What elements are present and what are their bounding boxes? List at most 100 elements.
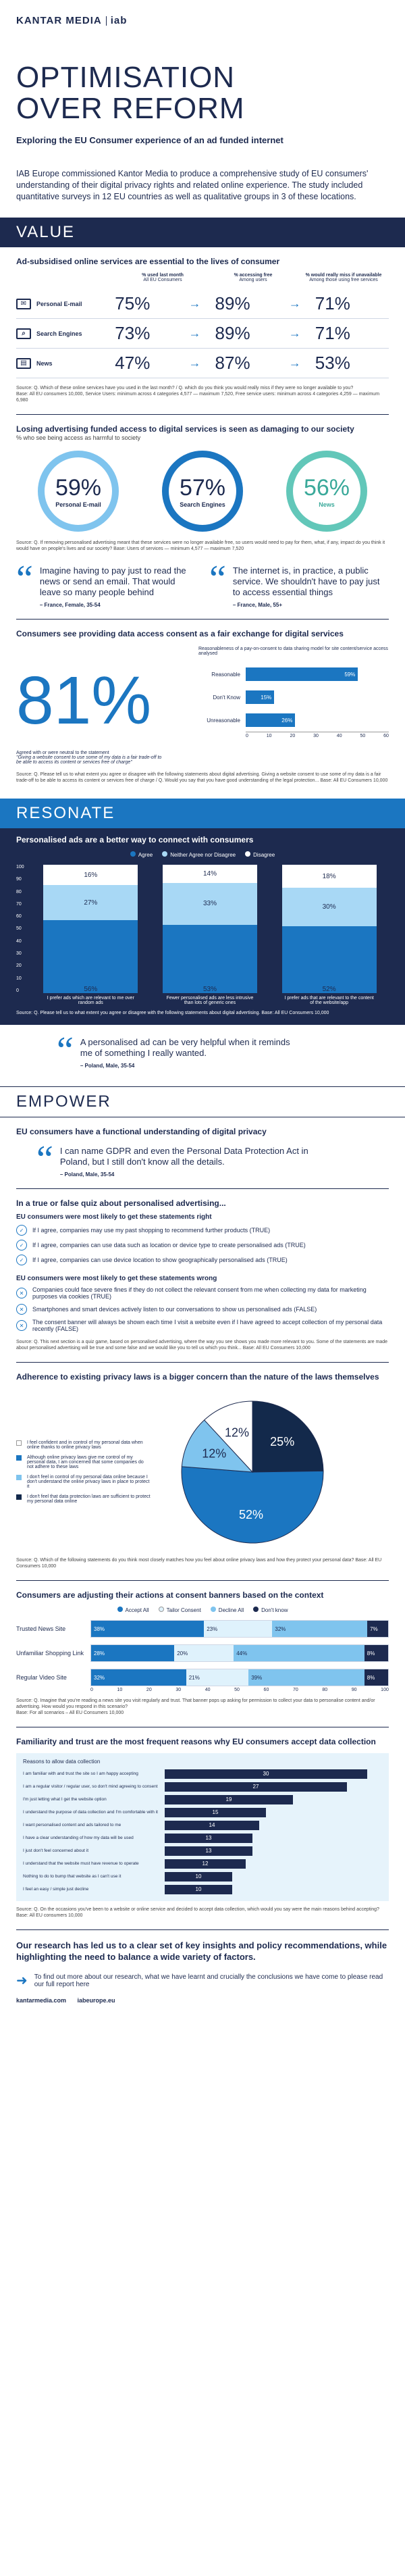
reason-row: Nothing to do to bump that website as I … xyxy=(23,1870,382,1883)
reason-label: Nothing to do to bump that website as I … xyxy=(23,1874,122,1879)
reason-label: I have a clear understanding of how my d… xyxy=(23,1836,134,1840)
stacked-bar: 16% 27% 56% xyxy=(43,865,138,993)
reason-row: I understand that the website must have … xyxy=(23,1857,382,1870)
cross-icon: ✕ xyxy=(16,1288,27,1298)
divider xyxy=(16,1362,389,1363)
kantar-link[interactable]: kantarmedia.com xyxy=(16,1997,67,2004)
reason-row: I have a clear understanding of how my d… xyxy=(23,1832,382,1844)
list-item: ✕ Companies could face severe fines if th… xyxy=(16,1286,389,1300)
adherence-heading: Adherence to existing privacy laws is a … xyxy=(16,1372,379,1382)
arrow-right-icon: → xyxy=(188,326,201,340)
divider xyxy=(16,1580,389,1581)
check-icon: ✓ xyxy=(16,1225,27,1236)
quote: “Imagine having to pay just to read the … xyxy=(16,558,186,608)
reason-bar: 10 xyxy=(165,1871,232,1882)
intro-text: IAB Europe commissioned Kantor Media to … xyxy=(16,169,369,201)
page-title: OPTIMISATION OVER REFORM xyxy=(16,61,245,125)
resonate-yaxis: 100 90 80 70 60 50 40 30 20 10 0 xyxy=(16,865,24,993)
quiz-right: EU consumers were most likely to get the… xyxy=(16,1213,389,1265)
arrow-right-icon: → xyxy=(288,356,301,370)
exchange-section: 81% Agreed with or were neutral to the s… xyxy=(16,647,389,765)
exchange-bar-chart: Reasonableness of a pay-on-consent to da… xyxy=(198,647,389,765)
quiz-title: In a true or false quiz about personalis… xyxy=(16,1198,226,1208)
reason-bar: 13 xyxy=(165,1833,252,1843)
empower-band: EMPOWER xyxy=(0,1086,405,1117)
reason-bar: 27 xyxy=(165,1782,347,1792)
reason-row: I feel an easy / simple just decline 10 xyxy=(23,1883,382,1896)
exchange-quote: "Giving a website consent to use some of… xyxy=(16,755,162,765)
exchange-heading: Consumers see providing data access cons… xyxy=(16,629,344,638)
stacked-bar: 14% 33% 53% xyxy=(162,865,257,993)
table-row: ✉ Personal E-mail 75% → 89% → 71% xyxy=(16,289,389,319)
reason-bar: 13 xyxy=(165,1846,252,1856)
empower-source: Source: Q. This next section is a quiz g… xyxy=(16,1340,388,1350)
quiz-wrong: EU consumers were most likely to get the… xyxy=(16,1275,389,1332)
consent-row: Unfamiliar Shopping Link 28% 20% 44% 8% xyxy=(0,1644,405,1662)
adherence-pie-chart: 25% 52% 12% 12% xyxy=(181,1400,324,1544)
losing-sub: % who see being access as harmful to soc… xyxy=(16,434,141,441)
list-item: ✓ If I agree, companies can use device lo… xyxy=(16,1255,389,1265)
familiarity-source: Source: Q. On the occasions you've been … xyxy=(16,1907,379,1918)
closing-cta: ➜ To find out more about our research, w… xyxy=(16,1973,383,1989)
quote-icon: “ xyxy=(57,1030,74,1071)
reason-bar: 14 xyxy=(165,1820,259,1830)
resonate-heading: Personalised ads are a better way to con… xyxy=(16,835,254,844)
footer-links: kantarmedia.com iabeurope.eu xyxy=(0,1997,405,2004)
reason-bar: 12 xyxy=(165,1859,246,1869)
exchange-source: Source: Q. Please tell us to what extent… xyxy=(16,772,388,783)
circle-news: 56% News xyxy=(286,451,367,532)
circle-search: 57% Search Engines xyxy=(162,451,243,532)
check-icon: ✓ xyxy=(16,1255,27,1265)
familiarity-chart: I am familiar with and trust the site so… xyxy=(23,1767,382,1896)
losing-source: Source: Q. If removing personalised adve… xyxy=(16,540,385,551)
resonate-band: RESONATE xyxy=(0,799,405,828)
familiarity-panel: Reasons to allow data collection I am fa… xyxy=(16,1753,389,1901)
pie-label: 25% xyxy=(270,1435,294,1448)
arrow-right-icon: → xyxy=(188,297,201,310)
header: KANTAR MEDIA iab xyxy=(0,0,405,41)
reason-label: I am familiar with and trust the site so… xyxy=(23,1771,138,1776)
reason-row: I am a regular visitor / regular user, s… xyxy=(23,1780,382,1793)
value-base: Base: All EU consumers 10,000, Service U… xyxy=(16,392,380,403)
exchange-axis: 0 10 20 30 40 50 60 xyxy=(246,732,389,738)
list-item: ✓ If I agree, companies may use my past s… xyxy=(16,1225,389,1236)
empower-quote: “I can name GDPR and even the Personal D… xyxy=(36,1138,308,1180)
consent-base: Base: For all scenarios – All EU Consume… xyxy=(16,1711,124,1715)
reason-label: I'm just letting what I get the website … xyxy=(23,1797,107,1802)
kantar-logo: KANTAR MEDIA iab xyxy=(16,14,128,26)
envelope-icon: ✉ xyxy=(16,298,31,309)
table-row: ⌕ Search Engines 73% → 89% → 71% xyxy=(16,319,389,349)
iab-link[interactable]: iabeurope.eu xyxy=(77,1997,115,2004)
divider xyxy=(16,414,389,415)
consent-source: Source: Q. Imagine that you're reading a… xyxy=(16,1698,375,1709)
list-item: ✓ If I agree, companies can use data such… xyxy=(16,1240,389,1251)
reason-bar: 10 xyxy=(165,1884,232,1894)
table-row: ▤ News 47% → 87% → 53% xyxy=(16,349,389,378)
empower-heading: EU consumers have a functional understan… xyxy=(16,1127,267,1136)
arrow-right-icon: → xyxy=(288,326,301,340)
newspaper-icon: ▤ xyxy=(16,357,31,369)
reason-row: I'm just letting what I get the website … xyxy=(23,1793,382,1806)
pie-label: 52% xyxy=(239,1508,263,1521)
pie-slice xyxy=(181,1419,254,1473)
consent-legend: Accept All Tailor Consent Decline All Do… xyxy=(0,1607,405,1613)
adherence-section: I feel confident and in control of my pe… xyxy=(16,1391,389,1553)
reason-row: I am familiar with and trust the site so… xyxy=(23,1767,382,1780)
bar-row: Reasonable 59% xyxy=(198,663,389,686)
stacked-bar: 18% 30% 52% xyxy=(281,865,377,993)
value-heading: Ad-subsidised online services are essent… xyxy=(16,257,280,266)
resonate-xlabels: I prefer ads which are relevant to me ov… xyxy=(47,996,374,1005)
arrow-right-icon: → xyxy=(288,297,301,310)
bar-row: Don't Know 15% xyxy=(198,686,389,709)
quote: “The internet is, in practice, a public … xyxy=(209,558,380,608)
value-band: VALUE xyxy=(0,218,405,247)
pie-label: 12% xyxy=(225,1425,249,1439)
value-table-header: % used last month All EU Consumers % acce… xyxy=(142,273,382,282)
reason-label: I feel an easy / simple just decline xyxy=(23,1887,89,1892)
pie-slice xyxy=(203,1400,253,1473)
resonate-legend: Agree Neither Agree nor Disagree Disagre… xyxy=(16,851,389,858)
reason-label: I understand that the website must have … xyxy=(23,1861,139,1866)
exchange-caption: Agreed with or were neutral to the state… xyxy=(16,751,109,755)
pie-slice xyxy=(252,1400,324,1473)
divider xyxy=(16,1188,389,1189)
